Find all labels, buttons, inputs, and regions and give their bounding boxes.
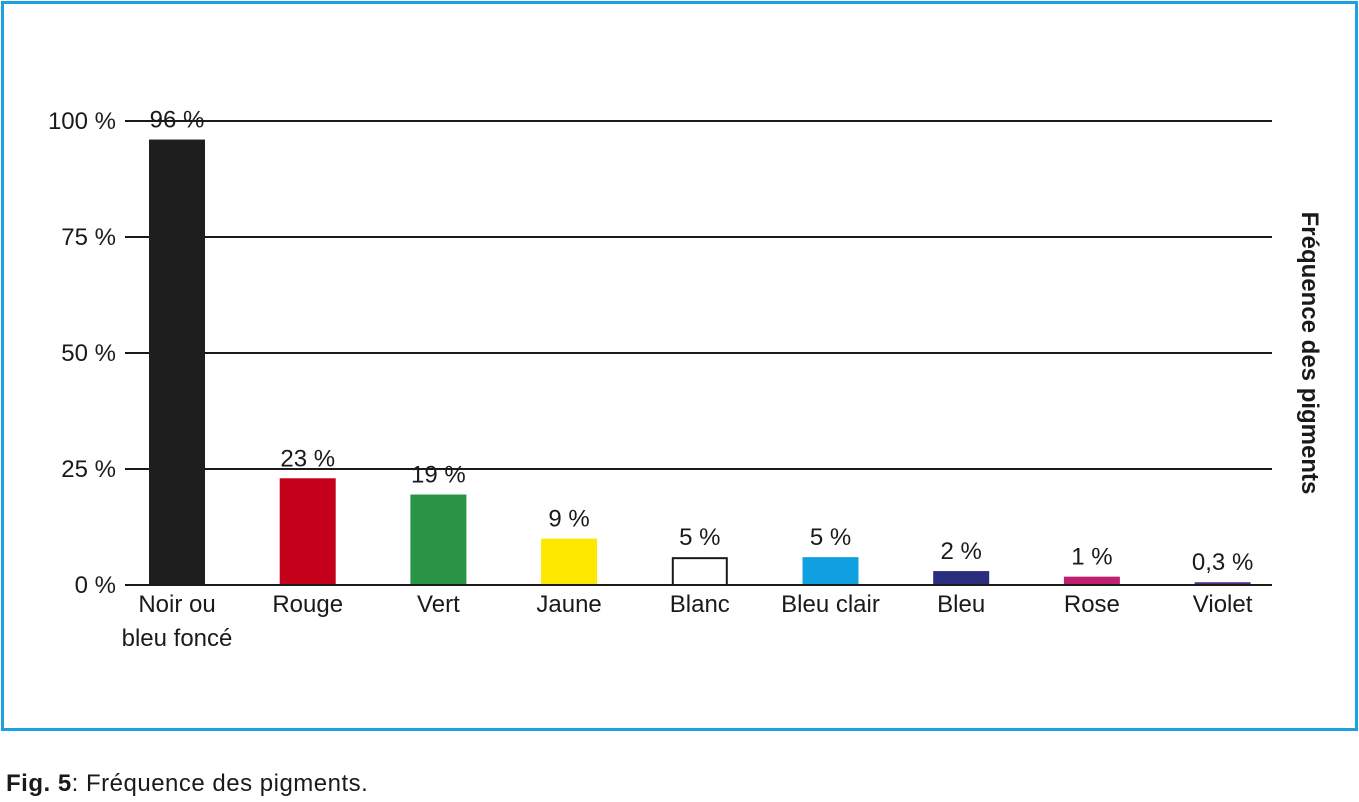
bars — [149, 139, 1251, 586]
y-tick-label: 100 % — [48, 108, 116, 135]
x-category-label: Vert — [417, 591, 460, 618]
bar — [410, 494, 467, 585]
bar — [1194, 582, 1251, 585]
x-category-label: Bleu — [937, 591, 985, 618]
bar — [1063, 576, 1120, 585]
bar-value-labels: 96 % 23 % 19 % 9 % 5 % 5 % 2 % 1 % 0,3 % — [150, 107, 1254, 577]
x-category-label: Bleu clair — [781, 591, 880, 618]
bar-value-label: 19 % — [411, 462, 466, 489]
bar-chart: 0 % 25 % 50 % 75 % 100 % 96 % 23 % 19 % 9 % 5 % 5… — [48, 107, 1323, 652]
x-axis-category-labels: Noir ou bleu foncé Rouge Vert Jaune Blanc Bleu… — [122, 591, 1253, 652]
x-category-label: Noir ou — [138, 591, 215, 618]
x-category-label: Blanc — [670, 591, 730, 618]
bar-value-label: 5 % — [810, 524, 851, 551]
x-category-label: Rose — [1064, 591, 1120, 618]
bar-value-label: 9 % — [548, 506, 589, 533]
bar — [541, 538, 598, 585]
bar-value-label: 23 % — [280, 445, 335, 472]
y-tick-label: 75 % — [61, 224, 116, 251]
y-axis-tick-labels: 0 % 25 % 50 % 75 % 100 % — [48, 108, 116, 599]
figure-caption-text: : Fréquence des pigments. — [71, 770, 369, 797]
bar — [802, 557, 859, 585]
bar-value-label: 5 % — [679, 524, 720, 551]
y-tick-label: 25 % — [61, 456, 116, 483]
figure-number: Fig. 5 — [6, 770, 72, 797]
bar — [933, 571, 990, 585]
chart-frame — [1, 1, 1358, 731]
bar-value-label: 2 % — [941, 538, 982, 565]
y-tick-label: 50 % — [61, 340, 116, 367]
y-tick-label: 0 % — [75, 572, 116, 599]
x-category-label: Rouge — [272, 591, 343, 618]
x-category-label: Jaune — [536, 591, 601, 618]
gridlines — [125, 120, 1272, 470]
bar-value-label: 96 % — [150, 107, 205, 134]
x-category-label: Violet — [1193, 591, 1253, 618]
bar — [279, 478, 336, 585]
bar — [149, 139, 205, 585]
bar-value-label: 1 % — [1071, 544, 1112, 571]
figure-caption: Fig. 5: Fréquence des pigments. — [6, 770, 368, 798]
y-axis-title: Fréquence des pigments — [1296, 212, 1323, 495]
bar — [671, 557, 728, 586]
x-category-label: bleu foncé — [122, 625, 233, 652]
bar-value-label: 0,3 % — [1192, 549, 1253, 576]
